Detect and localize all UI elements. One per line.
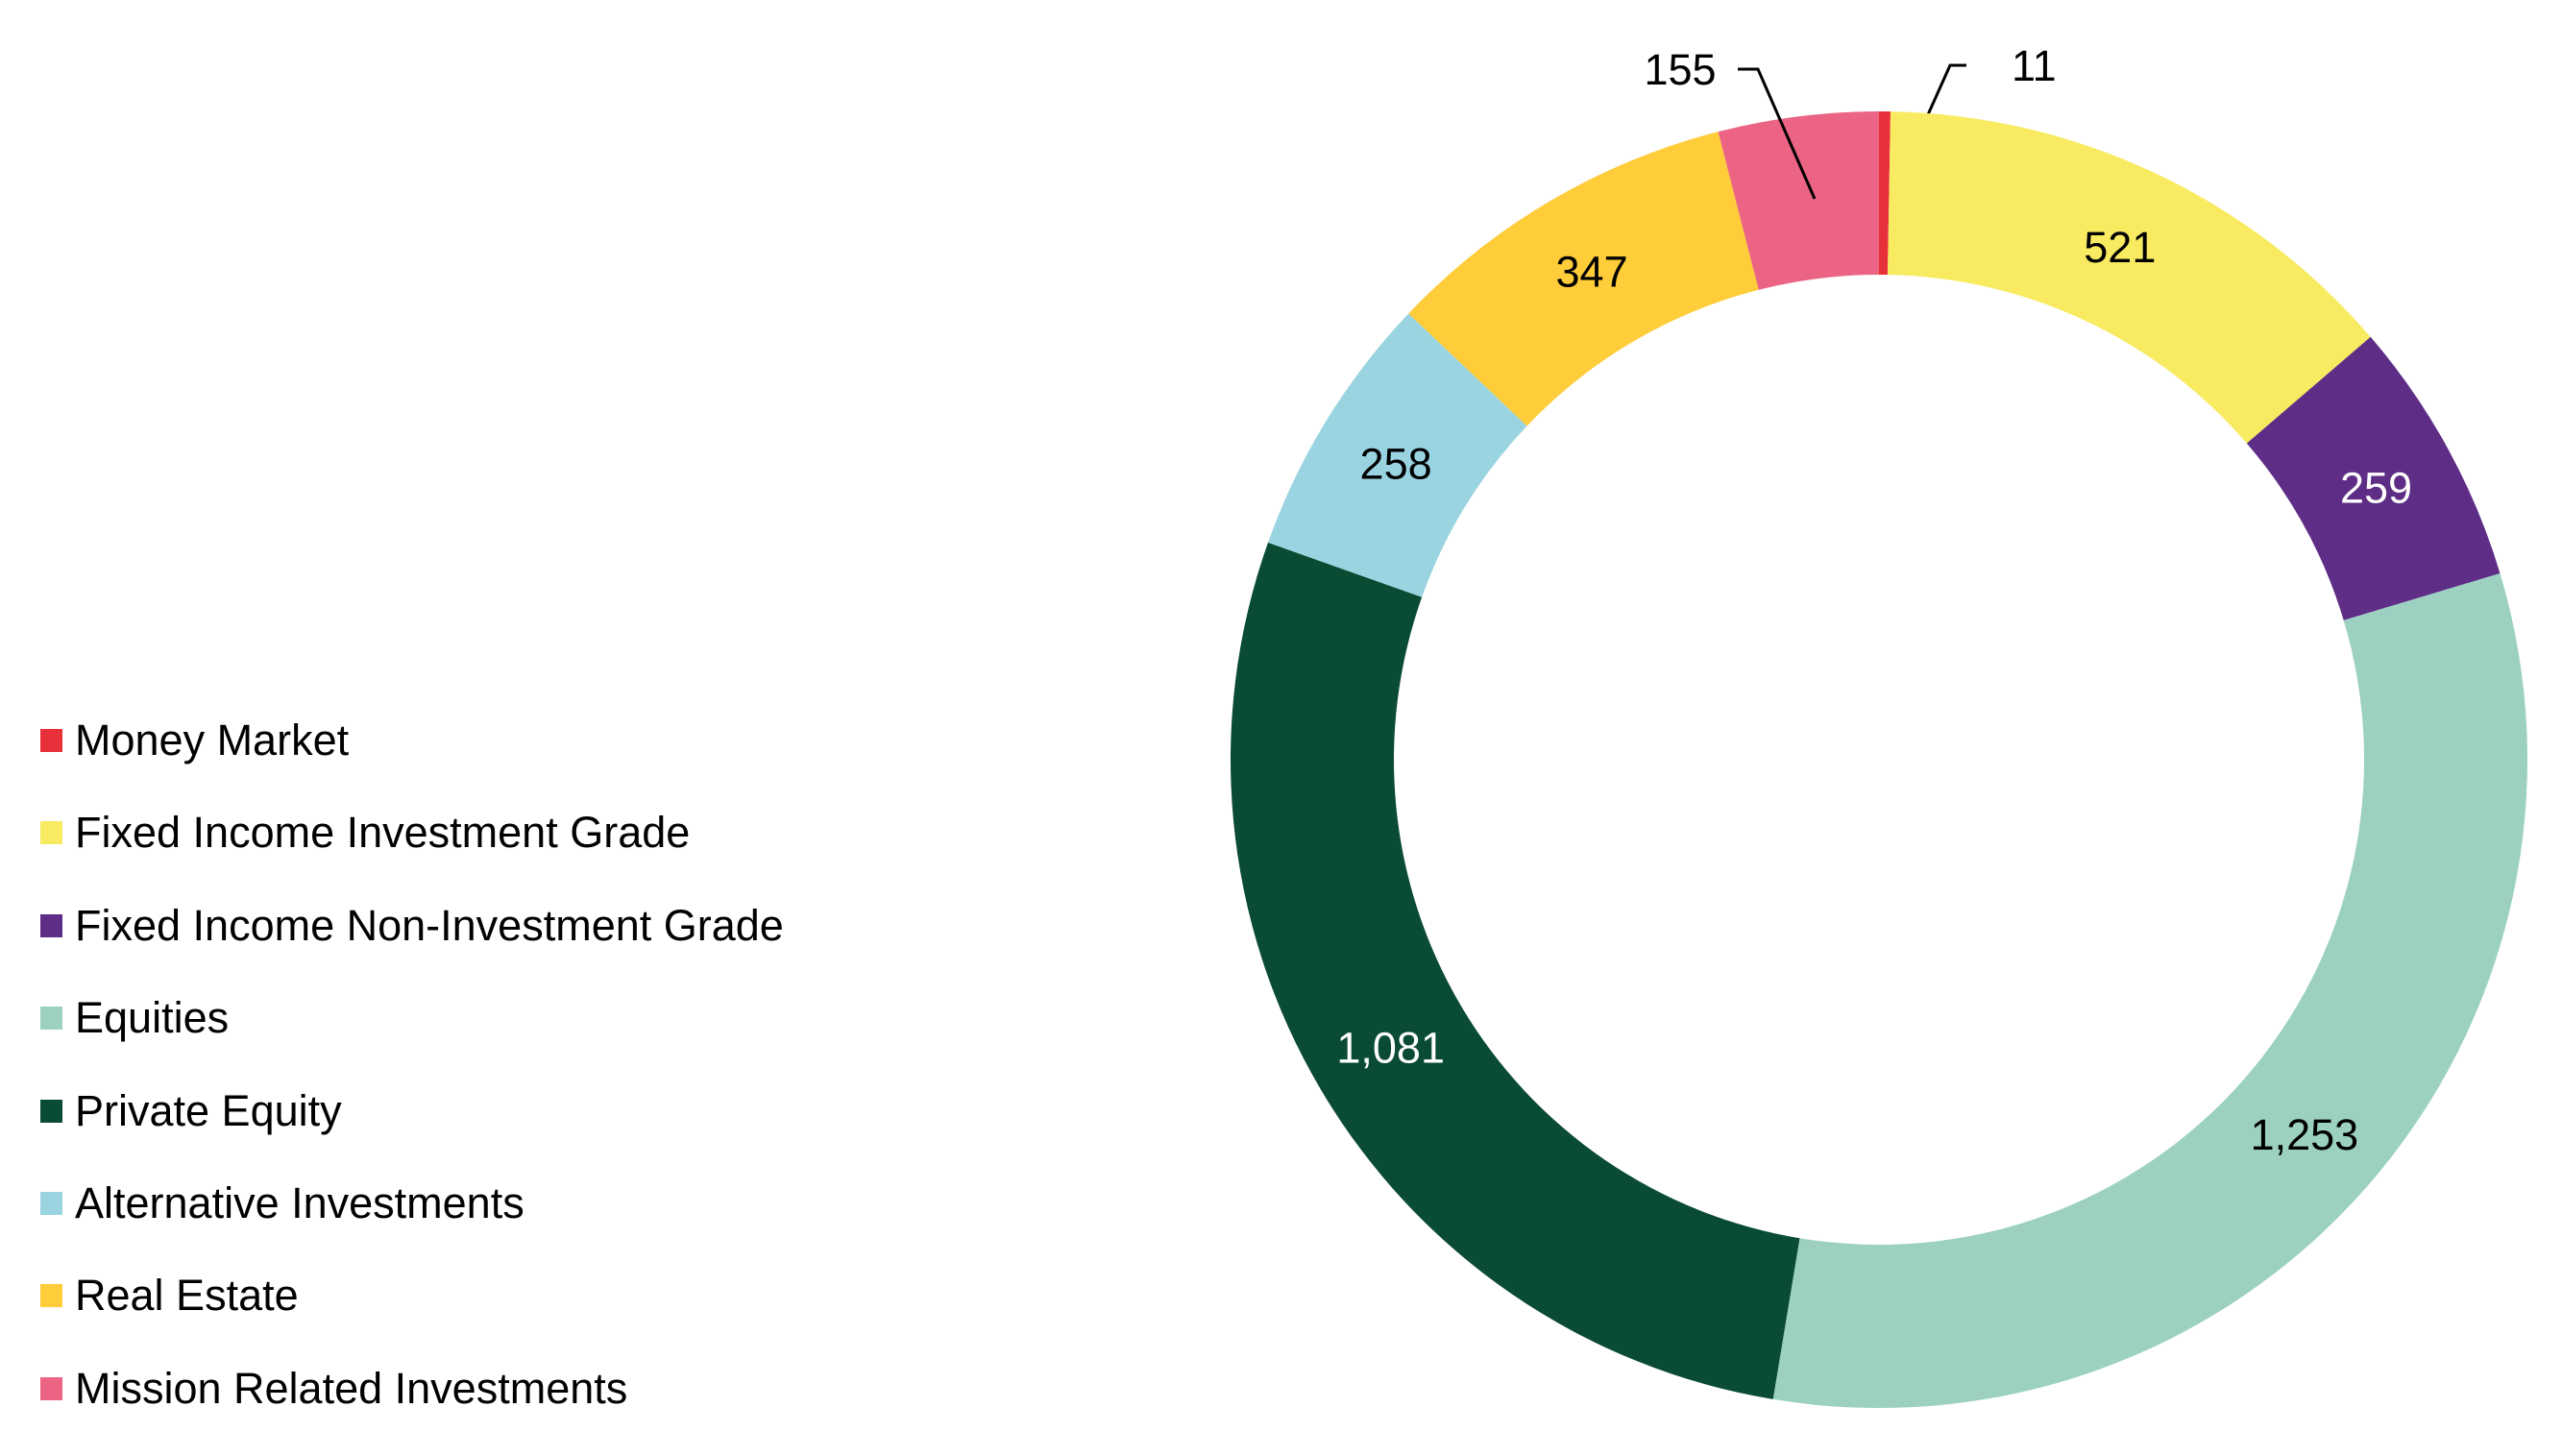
data-label: 11 — [2012, 41, 2057, 90]
legend-swatch — [40, 729, 62, 752]
legend-label: Private Equity — [75, 1085, 342, 1135]
legend-item-alternative-investments: Alternative Investments — [40, 1178, 784, 1271]
donut-slice-mission-related-investments — [1718, 111, 1879, 290]
leader-line — [1738, 67, 1817, 200]
donut-slice-alternative-investments — [1268, 313, 1527, 597]
legend-label: Money Market — [75, 716, 350, 764]
data-label: 521 — [2084, 223, 2156, 272]
donut-slice-private-equity — [1231, 542, 1800, 1399]
legend-swatch — [40, 913, 62, 937]
legend-label: Fixed Income Investment Grade — [75, 808, 691, 858]
data-label: 258 — [1360, 439, 1432, 488]
data-label: 259 — [2340, 464, 2412, 513]
legend-item-private-equity: Private Equity — [40, 1086, 784, 1178]
legend-item-fixed-income-nig: Fixed Income Non-Investment Grade — [40, 901, 784, 993]
legend-swatch — [40, 1007, 62, 1031]
legend-label: Alternative Investments — [75, 1177, 525, 1227]
legend-swatch — [40, 1099, 62, 1123]
legend-item-money-market: Money Market — [40, 716, 784, 808]
legend-item-real-estate: Real Estate — [40, 1271, 784, 1363]
donut-slice-money-market — [1879, 111, 1891, 276]
legend-item-mission-related: Mission Related Investments — [40, 1364, 784, 1456]
data-label: 1,081 — [1336, 1024, 1445, 1073]
legend: Money Market Fixed Income Investment Gra… — [40, 716, 784, 1456]
legend-swatch — [40, 1376, 62, 1400]
donut-slice-equities — [1772, 573, 2527, 1408]
legend-swatch — [40, 1284, 62, 1308]
data-label: 1,253 — [2251, 1110, 2359, 1159]
legend-label: Fixed Income Non-Investment Grade — [75, 900, 784, 950]
legend-item-equities: Equities — [40, 993, 784, 1085]
legend-swatch — [40, 821, 62, 845]
data-label: 155 — [1644, 45, 1716, 94]
legend-label: Real Estate — [75, 1271, 299, 1321]
legend-label: Equities — [75, 993, 230, 1043]
donut-slice-real-estate — [1408, 132, 1759, 426]
data-label: 347 — [1556, 247, 1628, 296]
legend-label: Mission Related Investments — [75, 1363, 628, 1413]
legend-item-fixed-income-ig: Fixed Income Investment Grade — [40, 808, 784, 900]
legend-swatch — [40, 1191, 62, 1215]
donut-slice-fixed-income-investment-grade — [1887, 111, 2371, 444]
donut-slice-fixed-income-non-investment-grade — [2246, 336, 2501, 620]
